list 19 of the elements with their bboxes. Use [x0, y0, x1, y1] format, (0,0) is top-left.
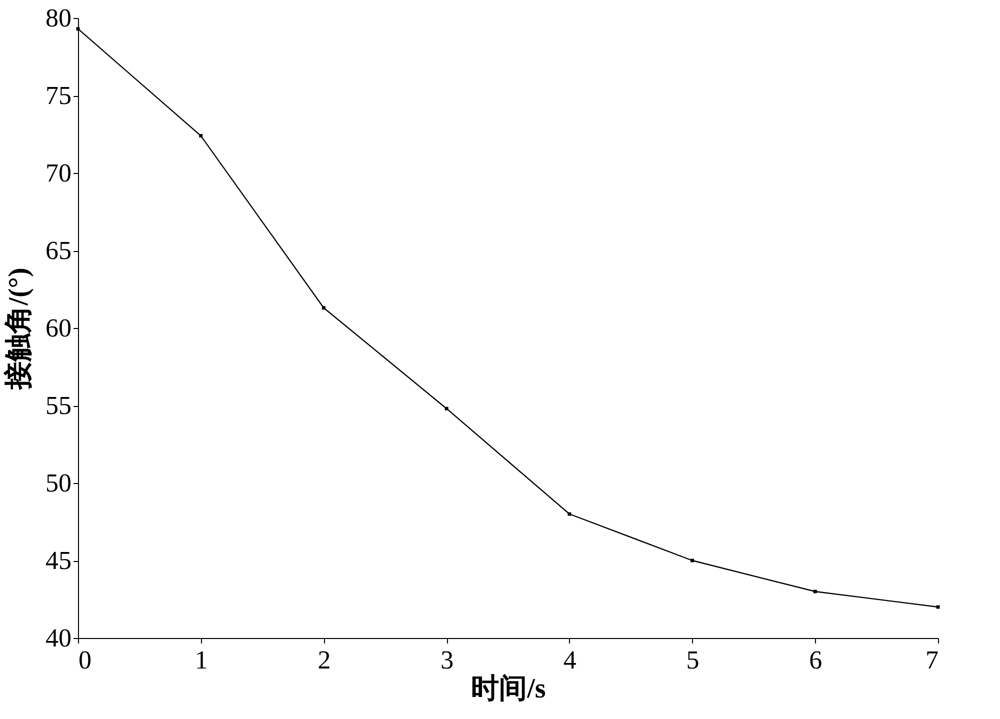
y-tick-label: 80: [46, 4, 72, 32]
y-tick-label: 60: [46, 314, 72, 342]
x-axis-title: 时间/s: [471, 674, 546, 704]
x-tick-label: 0: [78, 646, 92, 674]
y-tick-label: 65: [46, 236, 72, 265]
x-tick-label: 6: [809, 646, 822, 674]
x-tick-label: 5: [686, 646, 700, 674]
y-tick-label: 70: [46, 158, 72, 188]
x-tick-label: 4: [563, 646, 576, 674]
x-tick-label: 1: [194, 646, 208, 674]
x-tick-label: 7: [926, 646, 938, 674]
y-tick-label: 45: [46, 546, 72, 575]
y-tick-label: 40: [46, 624, 72, 652]
x-tick-label: 3: [440, 646, 454, 674]
y-tick-label: 55: [46, 391, 72, 420]
y-axis-title: 接触角/(°): [2, 268, 34, 390]
y-tick-label: 75: [46, 81, 72, 110]
y-tick-label: 50: [46, 468, 72, 498]
x-tick-label: 2: [318, 646, 331, 674]
